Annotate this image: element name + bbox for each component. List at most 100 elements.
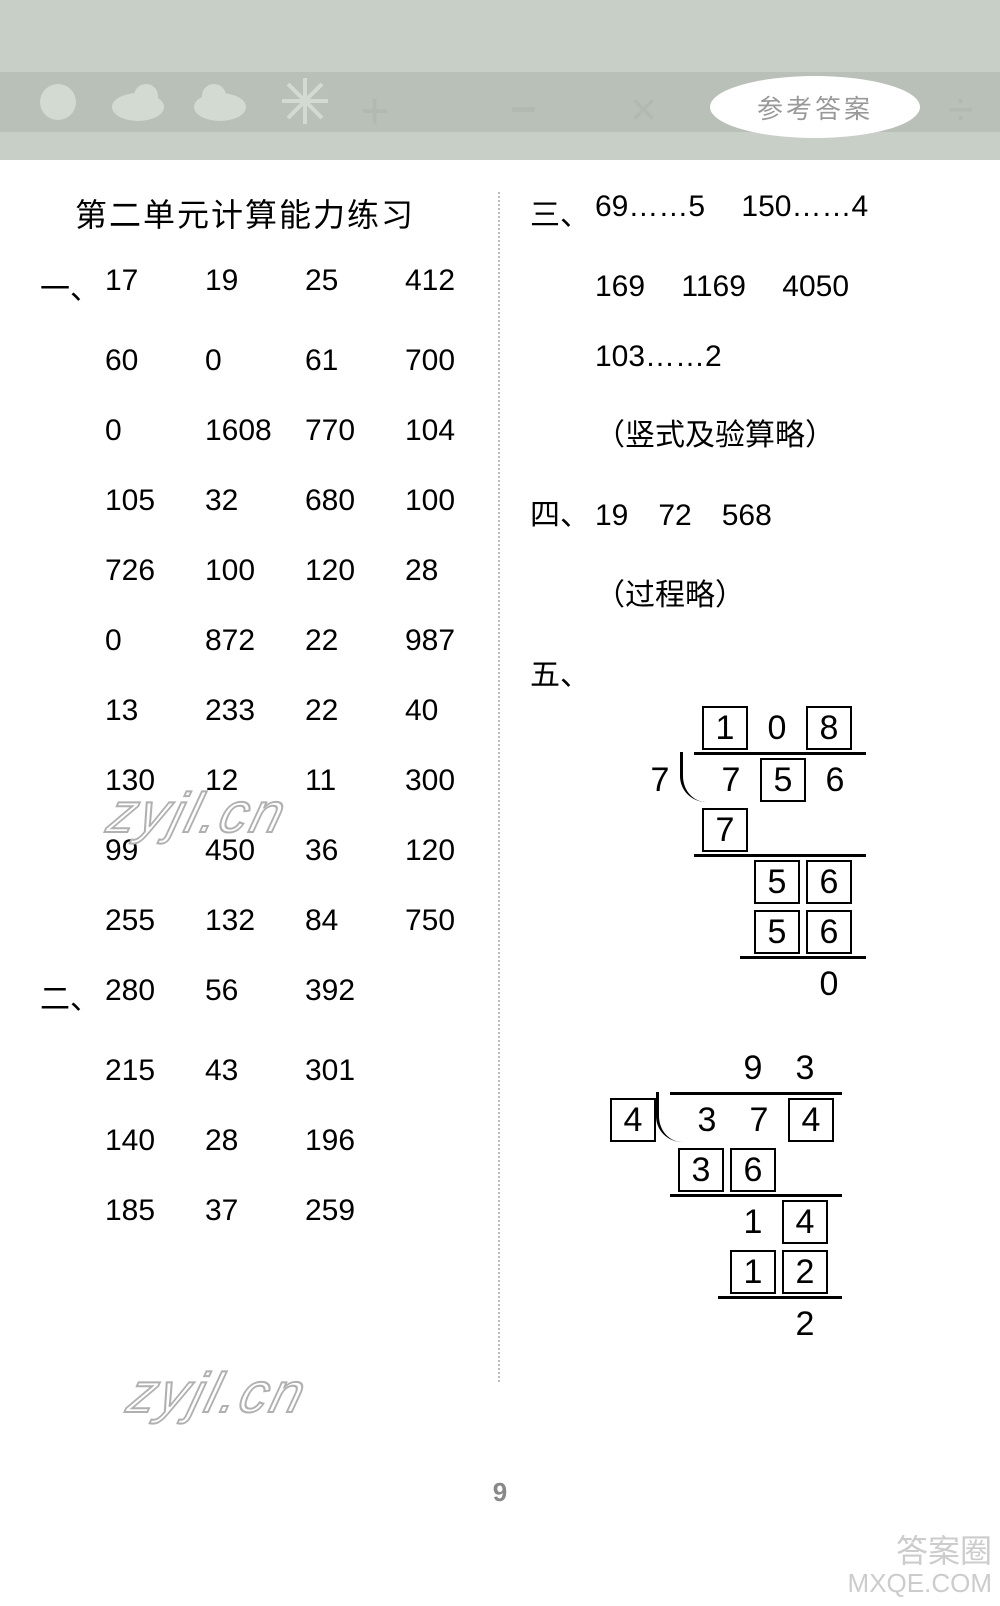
section-4-row: 四、 19 72 568 bbox=[530, 490, 960, 534]
answer-cell: 99 bbox=[105, 834, 205, 868]
logo-line2: MXQE.COM bbox=[848, 1569, 992, 1598]
ld-step-digit: 5 bbox=[754, 860, 800, 904]
answer-cell: 25 bbox=[305, 264, 405, 308]
answer-value: 169 bbox=[595, 270, 645, 303]
table-row: 60 0 61 700 bbox=[40, 344, 510, 378]
answer-cell: 233 bbox=[205, 694, 305, 728]
ld-dividend-digit: 7 bbox=[736, 1098, 782, 1142]
cloud-icon-2 bbox=[190, 82, 250, 122]
answer-cell: 28 bbox=[405, 554, 505, 588]
source-logo: 答案圈 MXQE.COM bbox=[848, 1534, 992, 1598]
ld-remainder: 0 bbox=[806, 962, 852, 1006]
section-marker-5: 五、 bbox=[530, 650, 595, 694]
section-marker-3: 三、 bbox=[530, 190, 595, 234]
table-row: 215 43 301 bbox=[40, 1054, 510, 1088]
answer-cell: 13 bbox=[105, 694, 205, 728]
ld-step-digit: 1 bbox=[730, 1200, 776, 1244]
ld-step-digit: 5 bbox=[754, 910, 800, 954]
unit-title: 第二单元计算能力练习 bbox=[75, 190, 510, 236]
answer-cell: 132 bbox=[205, 904, 305, 938]
ld-divisor: 7 bbox=[640, 758, 680, 802]
ld-step-digit: 6 bbox=[730, 1148, 776, 1192]
ld-quotient-digit: 0 bbox=[754, 706, 800, 750]
answer-cell: 120 bbox=[405, 834, 505, 868]
answer-cell: 17 bbox=[105, 264, 205, 308]
answer-cell: 32 bbox=[205, 484, 305, 518]
section-marker-2: 二、 bbox=[40, 974, 105, 1018]
answer-cell: 12 bbox=[205, 764, 305, 798]
answer-cell: 987 bbox=[405, 624, 505, 658]
answer-cell: 120 bbox=[305, 554, 405, 588]
answer-value: 1169 bbox=[681, 270, 746, 303]
answer-cell: 100 bbox=[405, 484, 505, 518]
answer-cell: 392 bbox=[305, 974, 405, 1018]
page-number: 9 bbox=[493, 1477, 507, 1508]
answer-cell: 259 bbox=[305, 1194, 405, 1228]
ld-step-digit: 6 bbox=[806, 910, 852, 954]
long-division-1: 1 0 8 7 7 5 6 7 5 6 bbox=[640, 704, 960, 1014]
table-row: 130 12 11 300 bbox=[40, 764, 510, 798]
answer-cell: 255 bbox=[105, 904, 205, 938]
ld-step-digit: 3 bbox=[678, 1148, 724, 1192]
ld-dividend-digit: 6 bbox=[812, 758, 858, 802]
ld-divisor: 4 bbox=[610, 1098, 656, 1142]
ld-quotient-digit: 3 bbox=[782, 1046, 828, 1090]
answer-value: 4050 bbox=[782, 270, 849, 303]
answer-cell: 0 bbox=[205, 344, 305, 378]
answer-cell: 726 bbox=[105, 554, 205, 588]
table-row: 13 233 22 40 bbox=[40, 694, 510, 728]
table-row: 0 1608 770 104 bbox=[40, 414, 510, 448]
ld-quotient-digit: 1 bbox=[702, 706, 748, 750]
table-row: 140 28 196 bbox=[40, 1124, 510, 1158]
section-3-row: 169 1169 4050 bbox=[530, 270, 960, 304]
answer-cell: 196 bbox=[305, 1124, 405, 1158]
answer-cell: 40 bbox=[405, 694, 505, 728]
table-row: 0 872 22 987 bbox=[40, 624, 510, 658]
table-row: 99 450 36 120 bbox=[40, 834, 510, 868]
minus-icon: − bbox=[510, 82, 537, 136]
answer-cell: 22 bbox=[305, 624, 405, 658]
answer-cell: 280 bbox=[105, 974, 205, 1018]
answer-value: 69……5 bbox=[595, 190, 705, 223]
answer-text: 103……2 bbox=[595, 340, 960, 374]
table-row: 二、 280 56 392 bbox=[40, 974, 510, 1018]
answer-cell: 19 bbox=[205, 264, 305, 308]
answer-cell: 872 bbox=[205, 624, 305, 658]
ld-hline bbox=[718, 1296, 842, 1299]
circle-icon bbox=[38, 82, 78, 122]
section-marker-1: 一、 bbox=[40, 264, 105, 308]
answer-cell: 215 bbox=[105, 1054, 205, 1088]
table-row: 185 37 259 bbox=[40, 1194, 510, 1228]
table-row: 105 32 680 100 bbox=[40, 484, 510, 518]
answer-cell: 0 bbox=[105, 624, 205, 658]
table-row: 一、 17 19 25 412 bbox=[40, 264, 510, 308]
answer-cell: 301 bbox=[305, 1054, 405, 1088]
section-4-note: （过程略） bbox=[595, 570, 960, 614]
answer-text: 69……5 150……4 bbox=[595, 190, 960, 234]
answer-cell: 37 bbox=[205, 1194, 305, 1228]
answer-cell: 43 bbox=[205, 1054, 305, 1088]
ld-remainder: 2 bbox=[782, 1302, 828, 1346]
snowflake-icon bbox=[280, 76, 330, 126]
ld-step-digit: 2 bbox=[782, 1250, 828, 1294]
ld-dividend-digit: 3 bbox=[684, 1098, 730, 1142]
ld-hline bbox=[740, 956, 866, 959]
answer-cell: 105 bbox=[105, 484, 205, 518]
answer-cell: 750 bbox=[405, 904, 505, 938]
answer-cell: 11 bbox=[305, 764, 405, 798]
table-row: 255 132 84 750 bbox=[40, 904, 510, 938]
ld-step-digit: 4 bbox=[782, 1200, 828, 1244]
answer-cell: 84 bbox=[305, 904, 405, 938]
table-row: 726 100 120 28 bbox=[40, 554, 510, 588]
content-area: 第二单元计算能力练习 一、 17 19 25 412 60 0 61 700 0… bbox=[0, 160, 1000, 1374]
answer-text: 169 1169 4050 bbox=[595, 270, 960, 304]
ld-quotient-digit: 8 bbox=[806, 706, 852, 750]
answer-cell: 450 bbox=[205, 834, 305, 868]
answer-cell: 100 bbox=[205, 554, 305, 588]
cloud-icon bbox=[108, 82, 168, 122]
right-column: 三、 69……5 150……4 169 1169 4050 103……2 （竖式… bbox=[510, 190, 960, 1374]
plus-icon: + bbox=[360, 82, 389, 140]
answer-cell: 300 bbox=[405, 764, 505, 798]
answer-text: 19 72 568 bbox=[595, 490, 960, 534]
section-marker-4: 四、 bbox=[530, 490, 595, 534]
